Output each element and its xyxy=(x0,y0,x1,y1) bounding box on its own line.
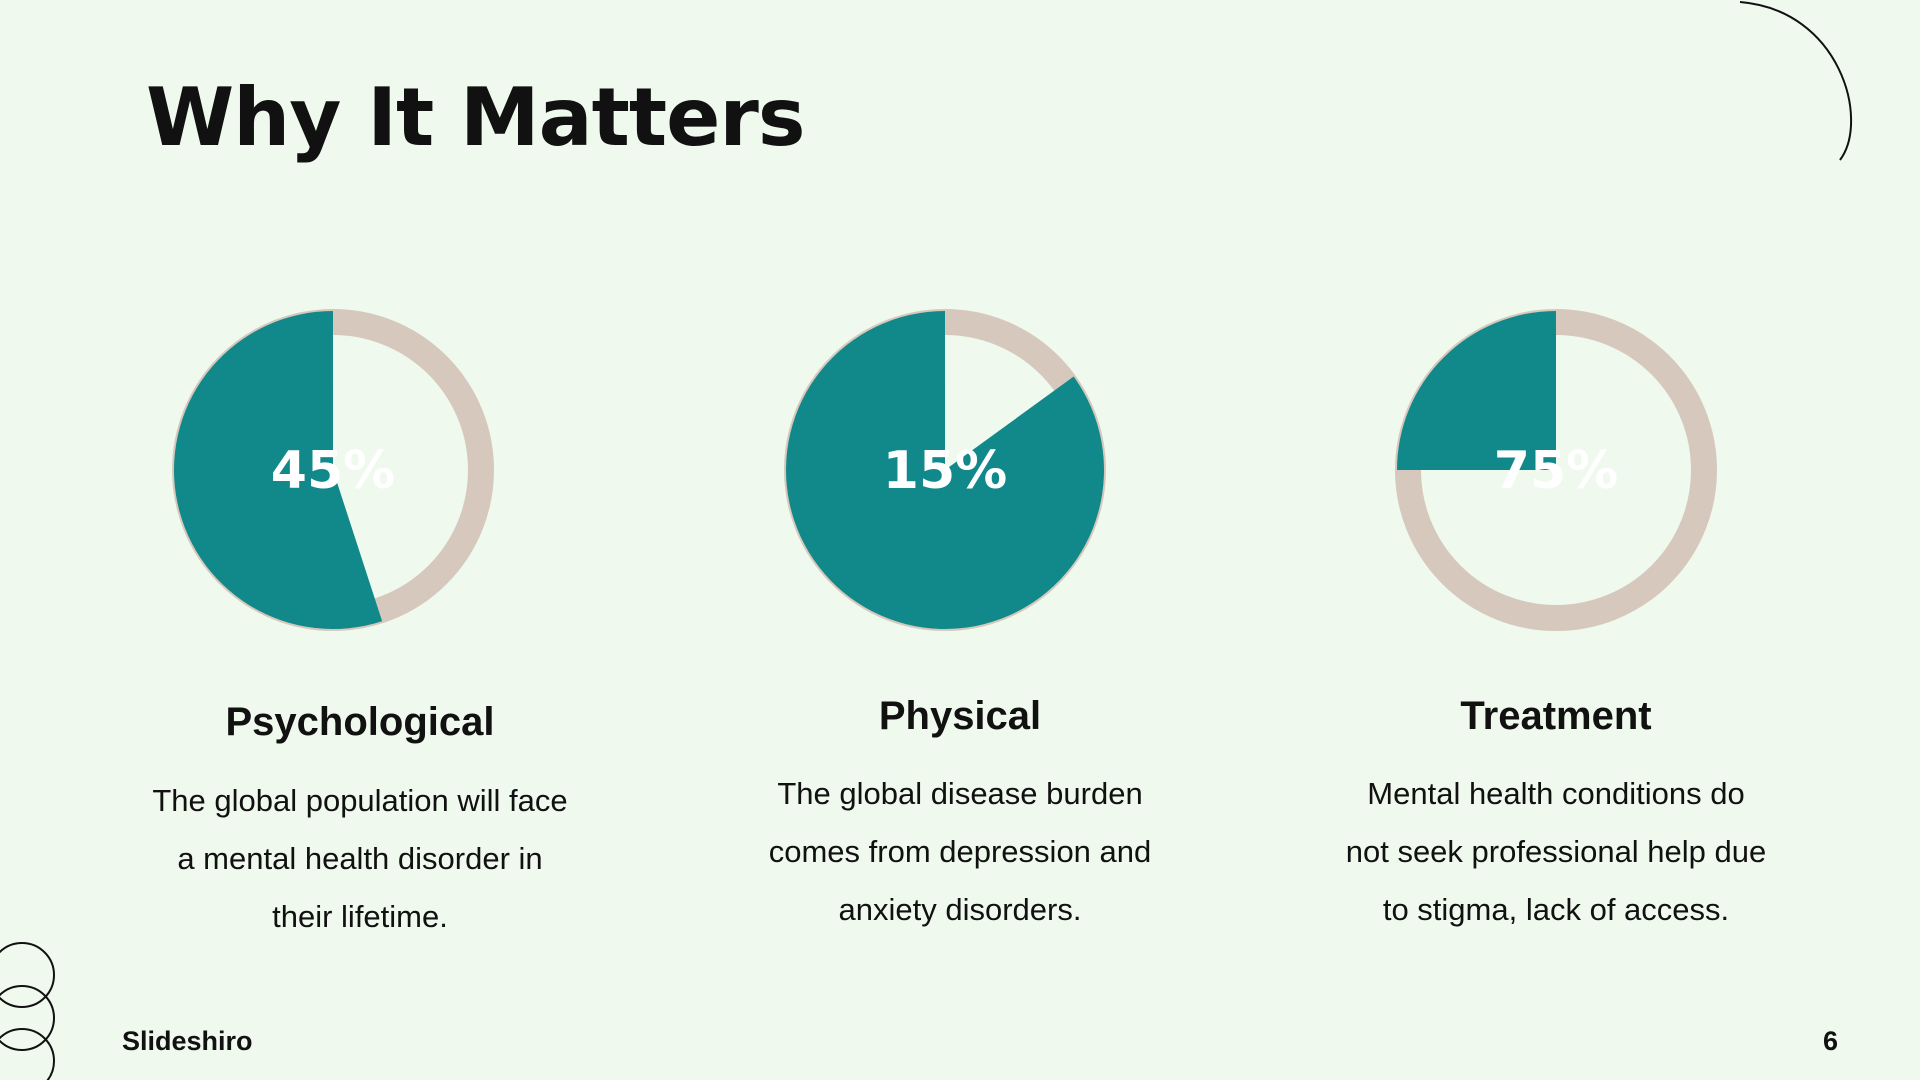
card-heading: Psychological xyxy=(225,700,495,744)
card-description: The global population will face a mental… xyxy=(100,772,620,946)
card-heading: Physical xyxy=(878,694,1042,738)
description-line: anxiety disorders. xyxy=(838,892,1082,927)
description-line: a mental health disorder in xyxy=(177,841,543,876)
donut-value-label: 45% xyxy=(271,441,395,501)
page-number: 6 xyxy=(1822,1026,1838,1056)
slide-title: Why It Matters xyxy=(146,71,805,164)
donut-chart: 75% xyxy=(1395,309,1717,631)
description-line: comes from depression and xyxy=(768,834,1152,869)
donut-slice xyxy=(173,311,383,629)
donut-chart: 45% xyxy=(172,309,494,631)
card-heading: Treatment xyxy=(1460,694,1652,738)
decorative-circles xyxy=(0,942,55,1080)
description-line: their lifetime. xyxy=(272,899,448,934)
donut-slice xyxy=(1397,311,1556,470)
stat-card-psychological: 45% Psychological The global population … xyxy=(100,300,620,940)
card-description: The global disease burden comes from dep… xyxy=(700,765,1220,939)
description-line: The global disease burden xyxy=(777,776,1143,811)
stat-card-treatment: 75% Treatment Mental health conditions d… xyxy=(1296,300,1816,940)
donut-slice xyxy=(786,311,1104,629)
footer-brand: Slideshiro xyxy=(122,1026,253,1056)
donut-value-label: 15% xyxy=(883,441,1007,501)
donut-chart: 15% xyxy=(784,309,1106,631)
description-line: not seek professional help due xyxy=(1345,834,1767,869)
card-description: Mental health conditions do not seek pro… xyxy=(1296,765,1816,939)
description-line: to stigma, lack of access. xyxy=(1382,892,1730,927)
donut-value-label: 75% xyxy=(1494,441,1618,501)
stat-card-physical: 15% Physical The global disease burden c… xyxy=(700,300,1220,940)
description-line: The global population will face xyxy=(152,783,568,818)
decorative-arc xyxy=(1740,1,1853,161)
description-line: Mental health conditions do xyxy=(1367,776,1745,811)
